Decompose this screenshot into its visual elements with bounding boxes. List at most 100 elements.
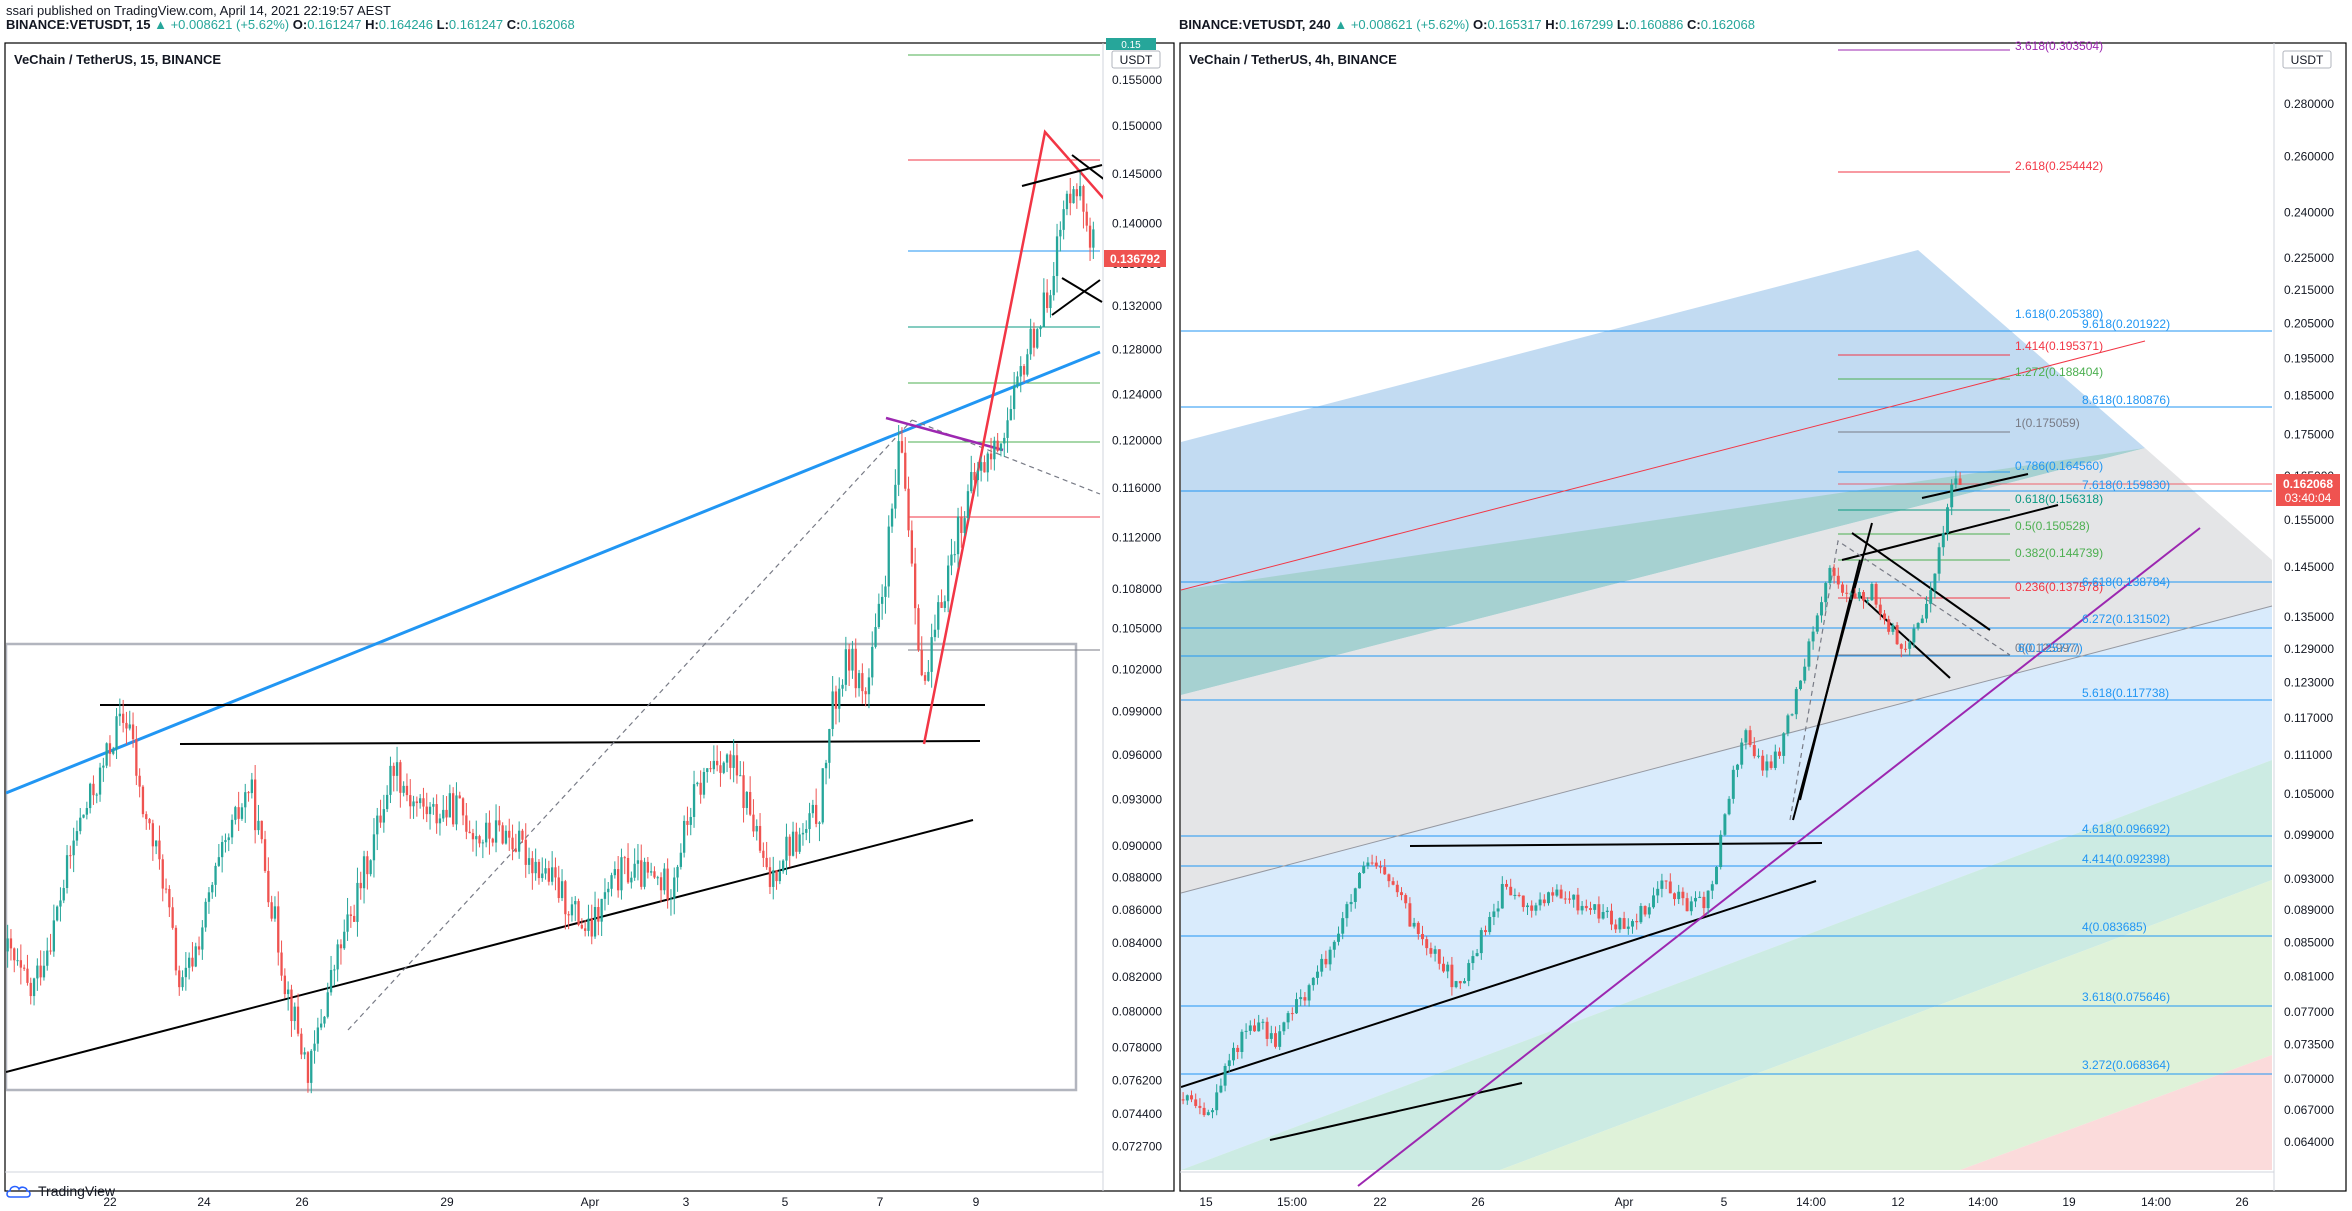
right-candle [1891,622,1895,635]
right-time-axis[interactable]: 15 15:00 22 26 Apr 5 14:00 12 14:00 19 14:00 26 [1199,1195,2249,1209]
left-price-tick: 0.124000 [1112,387,1162,401]
left-candle [376,807,379,851]
left-time-axis[interactable]: 22 24 26 29 Apr 3 5 7 9 [103,1195,979,1209]
left-currency-badge[interactable]: USDT [1111,50,1161,69]
left-candle [306,1051,310,1093]
fib-level-label: 1(0.175059) [2015,416,2080,430]
right-candle [1395,880,1399,897]
left-candle [343,919,346,950]
left-candle [824,759,828,785]
right-currency-badge[interactable]: USDT [2282,50,2332,69]
right-candle [1904,640,1907,653]
channel-red-line[interactable] [1181,340,2146,591]
right-candle [1580,901,1584,915]
left-candle [214,862,217,897]
left-candle [517,821,521,859]
channel-mid-line[interactable] [1181,605,2273,894]
upper-neckline[interactable] [1921,473,2029,499]
left-candle [851,640,854,679]
red-projection[interactable] [922,129,1105,745]
wedge-cross-line[interactable] [1071,154,1105,180]
right-candle [1883,610,1886,625]
left-candle [207,886,211,914]
right-chart-panel[interactable]: 3.618(0.303504) 2.618(0.254442) 1.618(0.20… [1179,39,2347,1209]
left-candle [527,847,531,875]
right-price-tick: 0.067000 [2284,1103,2334,1117]
right-candle [1383,859,1387,875]
right-candle [1442,956,1445,973]
right-candle [1681,887,1685,906]
right-time-tick: 14:00 [1796,1195,1826,1209]
right-candle [1416,921,1420,940]
wedge-low-cross[interactable] [1061,277,1103,303]
right-candle [1647,903,1651,919]
right-price-tick: 0.135000 [2284,610,2334,624]
right-candle [1534,902,1538,916]
left-candle [831,676,834,737]
left-chart-panel[interactable]: 0.1550000.1500000.1450000.1400000.136000… [4,38,1175,1209]
flag-bottom-line[interactable] [1859,595,1951,679]
left-candle [719,751,722,787]
right-candle [1824,581,1828,611]
left-price-tick: 0.155000 [1112,73,1162,87]
left-candle [923,671,927,685]
right-candle [1542,894,1546,907]
right-price-tick: 0.155000 [2284,513,2334,527]
left-candle [1032,322,1036,357]
left-candle [649,862,653,876]
left-candle [640,844,643,890]
fib-level-label: 3.272(0.068364) [2082,1058,2170,1072]
purple-trendline[interactable] [1357,527,2201,1187]
right-candle [1521,895,1525,912]
support-trendline[interactable] [1181,880,1817,1088]
left-candle [22,964,26,971]
left-candle [465,802,468,840]
left-candle [696,781,699,787]
left-candle [976,461,980,497]
right-candle [1677,884,1681,904]
right-candle [1702,891,1706,916]
left-candle [1022,363,1026,383]
left-candle [85,801,89,820]
left-candle [1006,407,1009,453]
right-candle [1408,897,1412,927]
resistance-line-lower[interactable] [179,740,981,745]
left-candle [187,952,191,980]
left-candle [145,811,148,830]
dashed-projection[interactable] [347,419,913,1031]
right-time-tick: 19 [2062,1195,2076,1209]
left-candle [300,1028,303,1060]
fib-level-label: 6.272(0.131502) [2082,612,2170,626]
left-candle [230,814,234,845]
right-candle [1517,892,1521,898]
right-candle [1332,940,1336,958]
left-price-axis[interactable]: 0.1550000.1500000.1450000.1400000.136000… [1112,73,1162,1154]
steep-trendline-2[interactable] [1799,559,1861,801]
left-candle [554,857,557,891]
wedge-low-line[interactable] [1051,279,1101,316]
tradingview-brand: TradingView [38,1183,116,1199]
left-candle [267,857,270,908]
left-candle [758,813,762,854]
left-price-tick: 0.074400 [1112,1107,1162,1121]
lower-support-line[interactable] [6,819,974,1073]
left-candle [989,437,993,470]
left-candle [937,595,940,638]
neckline[interactable] [1841,504,2059,561]
lower-trendline[interactable] [1269,1082,1523,1141]
left-time-tick: 9 [973,1195,980,1209]
dashed-fib-swing[interactable] [1789,539,2011,821]
left-candle [475,820,478,857]
left-candle [257,804,260,835]
right-fib-labels: 3.618(0.303504) 2.618(0.254442) 1.618(0.20… [2015,39,2170,1072]
left-candle [118,698,122,726]
range-box[interactable] [6,642,1078,1092]
tradingview-footer[interactable]: TradingView [6,1183,115,1199]
right-candle [1345,901,1349,927]
flag-top-line[interactable] [1851,532,1991,631]
left-candle [339,939,343,965]
dashed-projection-2[interactable] [911,419,1101,495]
range-top-line[interactable] [1409,842,1823,847]
left-candle [847,643,851,687]
